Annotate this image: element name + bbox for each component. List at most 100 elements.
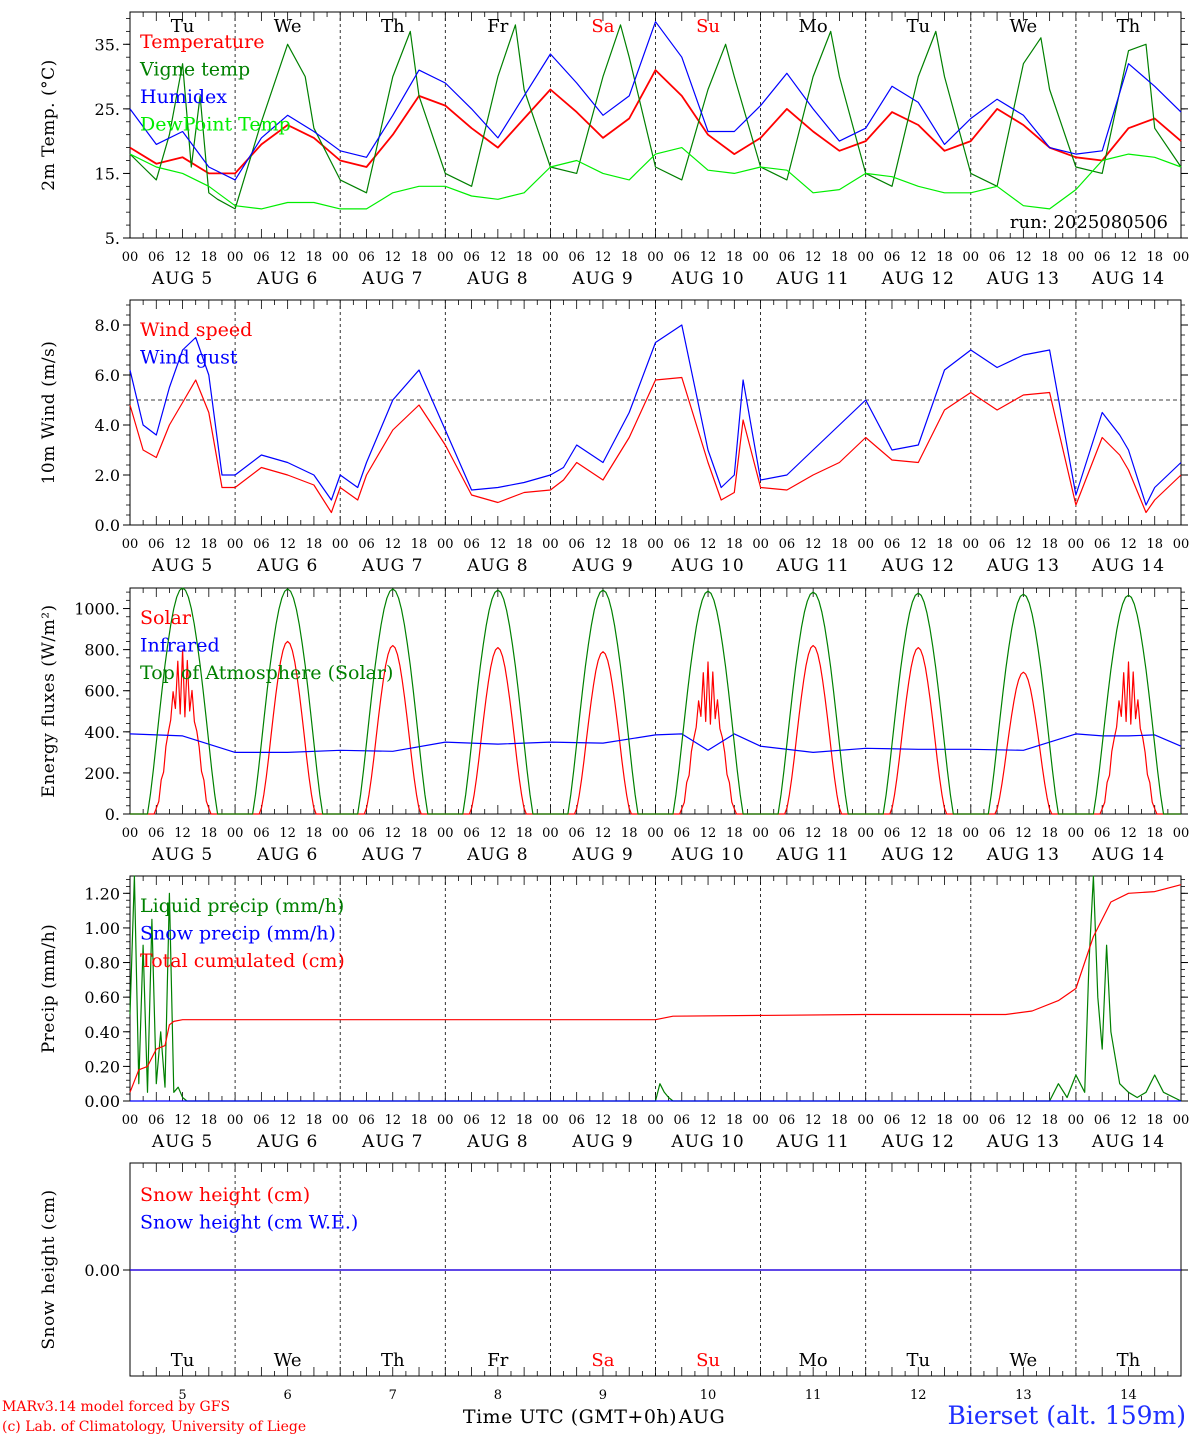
hour-label: 00 <box>332 1113 349 1128</box>
hour-label: 12 <box>1015 1113 1032 1128</box>
hour-label: 06 <box>568 537 585 552</box>
hour-label: 00 <box>122 826 139 841</box>
hour-label: 00 <box>752 1113 769 1128</box>
hour-label: 00 <box>857 537 874 552</box>
series-line-total-cumulated-cm- <box>129 884 1182 1093</box>
hour-label: 06 <box>884 1113 901 1128</box>
hour-label: 06 <box>989 537 1006 552</box>
hour-label: 18 <box>306 1113 323 1128</box>
hour-label: 00 <box>963 1113 980 1128</box>
hour-label: 18 <box>306 250 323 265</box>
hour-label: 06 <box>1094 537 1111 552</box>
hour-label: 00 <box>227 826 244 841</box>
hour-label: 00 <box>647 537 664 552</box>
hour-label: 00 <box>1173 537 1190 552</box>
date-label: AUG 14 <box>1091 269 1165 289</box>
date-label: AUG 6 <box>256 845 318 865</box>
hour-label: 18 <box>621 826 638 841</box>
hour-label: 18 <box>306 826 323 841</box>
day-name-label: Th <box>381 1350 405 1371</box>
date-label: AUG 5 <box>151 269 213 289</box>
y-tick-label: 0.00 <box>84 1261 120 1280</box>
hour-label: 12 <box>490 537 507 552</box>
legend-entry: Infrared <box>140 635 220 657</box>
hour-label: 06 <box>358 537 375 552</box>
hour-label: 18 <box>726 826 743 841</box>
hour-label: 12 <box>490 1113 507 1128</box>
y-tick-label: 1.20 <box>84 884 120 903</box>
hour-label: 06 <box>463 250 480 265</box>
date-label: AUG 9 <box>571 845 633 865</box>
hour-label: 06 <box>989 250 1006 265</box>
date-label: AUG 7 <box>361 556 423 576</box>
panel-3: 0. 200. 400. 600. 800. 1000. Energy fluxes (W/… <box>39 587 1189 865</box>
series-line-top-of-atmosphere-solar- <box>130 587 1181 815</box>
hour-label: 06 <box>884 826 901 841</box>
y-axis-label: 10m Wind (m/s) <box>39 341 59 485</box>
hour-label: 12 <box>1120 826 1137 841</box>
footer-lab-credit: (c) Lab. of Climatology, University of L… <box>2 1419 307 1435</box>
hour-label: 18 <box>411 826 428 841</box>
day-number-label: 14 <box>1120 1388 1137 1403</box>
hour-label: 06 <box>884 250 901 265</box>
date-label: AUG 8 <box>466 1132 528 1152</box>
hour-label: 00 <box>437 826 454 841</box>
date-label: AUG 14 <box>1091 1132 1165 1152</box>
hour-label: 00 <box>752 250 769 265</box>
hour-label: 06 <box>674 1113 691 1128</box>
date-label: AUG 14 <box>1091 556 1165 576</box>
hour-label: 12 <box>1015 250 1032 265</box>
day-name-label: Sa <box>591 16 614 37</box>
hour-label: 18 <box>936 537 953 552</box>
hour-label: 12 <box>279 250 296 265</box>
hour-label: 18 <box>831 826 848 841</box>
hour-label: 06 <box>253 537 270 552</box>
day-number-label: 13 <box>1015 1388 1032 1403</box>
day-name-label: Th <box>1117 1350 1141 1371</box>
day-name-label: We <box>1010 1350 1038 1371</box>
y-tick-label: 1000. <box>74 600 120 619</box>
hour-label: 00 <box>857 826 874 841</box>
legend-entry: Liquid precip (mm/h) <box>140 895 344 917</box>
hour-label: 12 <box>805 537 822 552</box>
hour-label: 18 <box>831 250 848 265</box>
hour-label: 00 <box>332 537 349 552</box>
y-tick-label: 800. <box>84 641 120 660</box>
day-name-label: Tu <box>906 16 930 37</box>
day-name-label: Th <box>1117 16 1141 37</box>
series-line-wind-gust <box>129 324 1182 506</box>
hour-label: 18 <box>936 250 953 265</box>
hour-label: 18 <box>411 1113 428 1128</box>
hour-label: 18 <box>201 250 218 265</box>
hour-label: 00 <box>647 250 664 265</box>
hour-label: 12 <box>384 826 401 841</box>
date-label: AUG 12 <box>881 845 955 865</box>
legend-entry: Wind speed <box>140 319 252 341</box>
date-label: AUG 10 <box>670 556 744 576</box>
hour-label: 06 <box>358 826 375 841</box>
date-label: AUG 12 <box>881 1132 955 1152</box>
date-label: AUG 6 <box>256 269 318 289</box>
y-tick-label: 0.60 <box>84 988 120 1007</box>
day-name-label: Tu <box>171 16 195 37</box>
day-name-label: Mo <box>799 16 828 37</box>
y-axis-label: Snow height (cm) <box>39 1189 59 1349</box>
hour-label: 06 <box>884 537 901 552</box>
hour-label: 00 <box>332 826 349 841</box>
date-label: AUG 13 <box>986 269 1060 289</box>
legend-entry: Temperature <box>140 31 264 53</box>
hour-label: 12 <box>595 1113 612 1128</box>
date-label: AUG 11 <box>776 556 850 576</box>
hour-label: 00 <box>857 1113 874 1128</box>
x-axis-month: AUG <box>678 1406 725 1428</box>
hour-label: 18 <box>1041 537 1058 552</box>
hour-label: 00 <box>963 537 980 552</box>
hour-label: 06 <box>1094 250 1111 265</box>
y-tick-label: 8.0 <box>95 316 120 335</box>
hour-label: 00 <box>647 1113 664 1128</box>
y-tick-label: 4.0 <box>95 416 120 435</box>
date-label: AUG 8 <box>466 845 528 865</box>
day-name-label: Th <box>381 16 405 37</box>
date-label: AUG 6 <box>256 556 318 576</box>
